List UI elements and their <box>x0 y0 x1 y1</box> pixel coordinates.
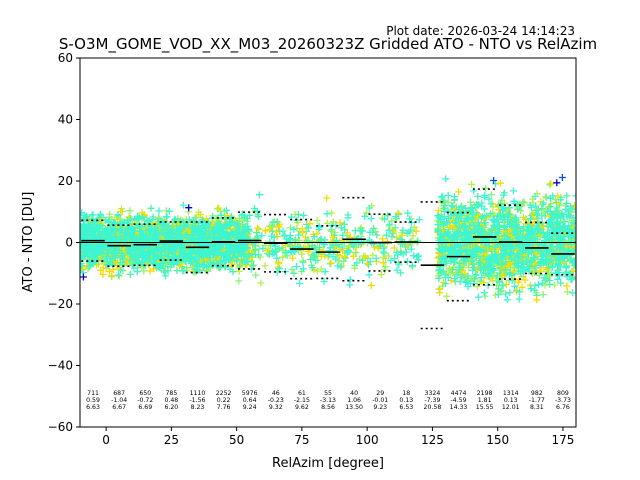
x-tick-label-3: 75 <box>294 433 309 447</box>
bin-label-count-8: 61 <box>298 390 306 397</box>
bin-label-count-10: 40 <box>350 390 358 397</box>
bin-label-std-14: 14.33 <box>450 404 468 411</box>
y-axis: −60 −40 −20 0 20 40 60 <box>48 51 80 434</box>
y-tick-label-0: −60 <box>48 420 73 434</box>
x-axis-label: RelAzim [degree] <box>272 456 384 471</box>
x-tick-label-7: 175 <box>551 433 574 447</box>
bin-label-count-17: 982 <box>531 390 543 397</box>
y-tick-label-3: 0 <box>65 236 73 250</box>
bin-label-count-3: 785 <box>165 390 177 397</box>
bin-label-std-6: 9.24 <box>243 404 257 411</box>
x-tick-label-0: 0 <box>102 433 110 447</box>
bin-label-count-0: 711 <box>87 390 99 397</box>
y-tick-label-6: 60 <box>58 51 73 65</box>
x-tick-label-4: 100 <box>356 433 379 447</box>
bin-label-std-11: 9.23 <box>373 404 387 411</box>
bin-label-mean-14: -4.59 <box>451 397 467 404</box>
bin-label-mean-2: -0.72 <box>137 397 153 404</box>
bin-labels: 7110.596.63687-1.046.67650-0.726.697850.… <box>86 390 571 411</box>
bin-label-count-4: 1110 <box>190 390 206 397</box>
bin-label-count-1: 687 <box>113 390 125 397</box>
bin-label-std-2: 6.69 <box>138 404 152 411</box>
bin-label-count-15: 2198 <box>477 390 493 397</box>
bin-label-mean-10: 1.06 <box>347 397 361 404</box>
plot-date: Plot date: 2026-03-24 14:14:23 <box>386 24 575 38</box>
x-tick-label-1: 25 <box>164 433 179 447</box>
scatter-points <box>80 174 576 304</box>
y-tick-label-4: 20 <box>58 174 73 188</box>
bin-label-count-14: 4474 <box>451 390 467 397</box>
bin-label-std-15: 15.55 <box>476 404 494 411</box>
y-tick-label-2: −20 <box>48 297 73 311</box>
bin-label-count-5: 2252 <box>216 390 232 397</box>
bin-label-count-13: 3324 <box>425 390 441 397</box>
chart-title: S-O3M_GOME_VOD_XX_M03_20260323Z Gridded … <box>59 35 597 54</box>
bin-label-std-7: 9.32 <box>269 404 283 411</box>
bin-label-std-18: 6.76 <box>556 404 570 411</box>
bin-label-count-12: 18 <box>402 390 410 397</box>
bin-label-std-8: 9.62 <box>295 404 309 411</box>
scatter-series-6 <box>490 174 566 184</box>
bin-label-count-7: 46 <box>272 390 280 397</box>
bin-label-std-4: 8.23 <box>191 404 205 411</box>
bin-label-std-17: 8.31 <box>530 404 544 411</box>
bin-label-mean-3: 0.48 <box>164 397 178 404</box>
bin-label-std-0: 6.63 <box>86 404 100 411</box>
bin-label-std-1: 6.67 <box>112 404 126 411</box>
bin-label-count-6: 5976 <box>242 390 258 397</box>
x-tick-label-5: 125 <box>421 433 444 447</box>
bin-label-mean-5: 0.22 <box>217 397 231 404</box>
bin-label-std-10: 13.50 <box>345 404 363 411</box>
bin-label-mean-15: 1.81 <box>478 397 492 404</box>
bin-label-count-2: 650 <box>139 390 151 397</box>
bin-label-mean-1: -1.04 <box>111 397 127 404</box>
bin-label-mean-0: 0.59 <box>86 397 100 404</box>
bin-label-std-12: 6.53 <box>399 404 413 411</box>
y-tick-label-1: −40 <box>48 359 73 373</box>
x-tick-label-2: 50 <box>229 433 244 447</box>
bin-statistics <box>80 188 576 330</box>
bin-label-count-11: 29 <box>376 390 384 397</box>
x-tick-label-6: 150 <box>486 433 509 447</box>
bin-label-mean-6: 0.64 <box>243 397 257 404</box>
bin-label-mean-11: -0.01 <box>372 397 388 404</box>
x-axis: 0 25 50 75 100 125 150 175 <box>102 427 574 447</box>
scatter-series-5 <box>80 179 561 281</box>
bin-label-mean-17: -1.77 <box>529 397 545 404</box>
bin-label-mean-4: -1.56 <box>189 397 205 404</box>
bin-label-mean-16: 0.13 <box>504 397 518 404</box>
bin-label-std-16: 12.01 <box>502 404 520 411</box>
bin-label-std-5: 7.76 <box>217 404 231 411</box>
y-tick-label-5: 40 <box>58 113 73 127</box>
bin-label-count-9: 55 <box>324 390 332 397</box>
bin-label-mean-13: -7.39 <box>424 397 440 404</box>
bin-label-std-9: 8.56 <box>321 404 335 411</box>
bin-label-count-18: 809 <box>557 390 569 397</box>
bin-label-std-13: 20.58 <box>424 404 442 411</box>
bin-label-mean-9: -3.13 <box>320 397 336 404</box>
scatter-series-4 <box>80 175 576 304</box>
bin-label-count-16: 1314 <box>503 390 519 397</box>
y-axis-label: ATO - NTO [DU] <box>21 192 36 293</box>
bin-label-mean-18: -3.73 <box>555 397 571 404</box>
bin-label-mean-12: 0.13 <box>399 397 413 404</box>
bin-label-mean-7: -0.23 <box>268 397 284 404</box>
bin-label-std-3: 6.20 <box>164 404 178 411</box>
bin-label-mean-8: -2.15 <box>294 397 310 404</box>
